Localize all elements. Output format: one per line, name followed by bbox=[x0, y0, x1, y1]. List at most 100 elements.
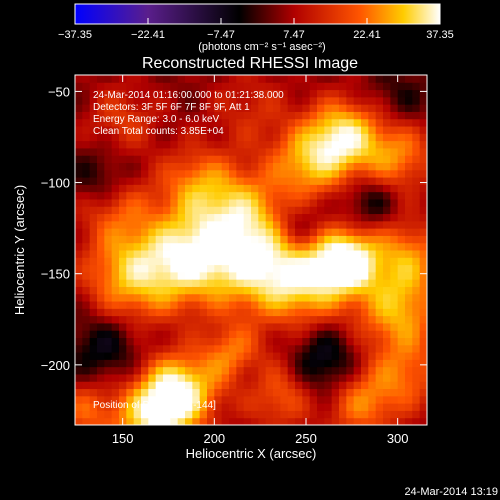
heatmap-cell bbox=[339, 359, 347, 368]
heatmap-cell bbox=[185, 198, 193, 207]
heatmap-cell bbox=[170, 162, 179, 171]
heatmap-cell bbox=[119, 410, 127, 419]
heatmap-cell bbox=[383, 242, 391, 251]
heatmap-cell bbox=[265, 279, 274, 287]
heatmap-cell bbox=[258, 126, 267, 134]
heatmap-cell bbox=[375, 198, 384, 207]
heatmap-cell bbox=[419, 344, 427, 353]
heatmap-cell bbox=[317, 330, 325, 338]
heatmap-cell bbox=[353, 381, 362, 390]
heatmap-cell bbox=[104, 155, 113, 163]
heatmap-cell bbox=[148, 191, 157, 200]
heatmap-cell bbox=[390, 220, 399, 229]
heatmap-cell bbox=[75, 388, 83, 397]
heatmap-cell bbox=[258, 308, 267, 317]
heatmap-cell bbox=[192, 322, 201, 331]
heatmap-cell bbox=[265, 228, 274, 236]
heatmap-cell bbox=[361, 177, 369, 185]
heatmap-cell bbox=[89, 271, 98, 280]
heatmap-cell bbox=[339, 315, 347, 324]
heatmap-cell bbox=[324, 403, 333, 411]
heatmap-cell bbox=[309, 155, 318, 163]
heatmap-cell bbox=[207, 206, 215, 215]
heatmap-cell bbox=[331, 381, 340, 390]
heatmap-cell bbox=[331, 264, 340, 273]
heatmap-cell bbox=[243, 308, 252, 317]
heatmap-cell bbox=[324, 417, 333, 425]
heatmap-cell bbox=[331, 206, 340, 215]
heatmap-cell bbox=[163, 177, 171, 185]
heatmap-cell bbox=[251, 242, 259, 251]
heatmap-cell bbox=[155, 133, 164, 142]
heatmap-cell bbox=[397, 118, 406, 127]
heatmap-cell bbox=[111, 155, 120, 163]
heatmap-cell bbox=[368, 169, 377, 178]
heatmap-cell bbox=[177, 104, 186, 112]
heatmap-cell bbox=[361, 366, 369, 375]
heatmap-cell bbox=[280, 198, 289, 207]
heatmap-cell bbox=[214, 257, 223, 266]
heatmap-cell bbox=[390, 162, 399, 171]
heatmap-cell bbox=[221, 315, 230, 324]
heatmap-cell bbox=[214, 322, 223, 331]
heatmap-cell bbox=[75, 213, 83, 222]
heatmap-cell bbox=[375, 191, 384, 200]
heatmap-cell bbox=[397, 228, 406, 236]
heatmap-cell bbox=[236, 366, 245, 375]
heatmap-cell bbox=[89, 147, 98, 156]
heatmap-cell bbox=[177, 330, 186, 338]
heatmap-cell bbox=[265, 104, 274, 112]
heatmap-cell bbox=[243, 184, 252, 193]
heatmap-cell bbox=[346, 89, 355, 98]
heatmap-cell bbox=[368, 104, 377, 112]
heatmap-cell bbox=[353, 271, 362, 280]
heatmap-cell bbox=[148, 395, 157, 404]
heatmap-cell bbox=[346, 308, 355, 317]
heatmap-cell bbox=[346, 330, 355, 338]
heatmap-cell bbox=[89, 75, 98, 83]
heatmap-cell bbox=[141, 388, 149, 397]
heatmap-cell bbox=[324, 395, 333, 404]
heatmap-cell bbox=[82, 82, 91, 91]
heatmap-cell bbox=[126, 75, 135, 83]
heatmap-cell bbox=[287, 155, 296, 163]
heatmap-cell bbox=[339, 133, 347, 142]
heatmap-cell bbox=[397, 104, 406, 112]
heatmap-cell bbox=[295, 410, 303, 419]
heatmap-cell bbox=[89, 162, 98, 171]
heatmap-cell bbox=[89, 286, 98, 295]
heatmap-cell bbox=[265, 147, 274, 156]
heatmap-cell bbox=[192, 147, 201, 156]
heatmap-cell bbox=[221, 155, 230, 163]
heatmap-cell bbox=[280, 242, 289, 251]
heatmap-cell bbox=[287, 373, 296, 382]
heatmap-cell bbox=[141, 308, 149, 317]
heatmap-cell bbox=[229, 250, 237, 258]
heatmap-cell bbox=[126, 198, 135, 207]
heatmap-cell bbox=[185, 82, 193, 91]
heatmap-cell bbox=[265, 308, 274, 317]
heatmap-cell bbox=[317, 286, 325, 295]
heatmap-cell bbox=[258, 104, 267, 112]
heatmap-cell bbox=[133, 162, 142, 171]
heatmap-cell bbox=[295, 155, 303, 163]
heatmap-cell bbox=[397, 322, 406, 331]
heatmap-cell bbox=[104, 147, 113, 156]
heatmap-cell bbox=[383, 417, 391, 425]
heatmap-cell bbox=[221, 220, 230, 229]
heatmap-cell bbox=[302, 366, 311, 375]
heatmap-cell bbox=[229, 228, 237, 236]
heatmap-cell bbox=[317, 308, 325, 317]
heatmap-cell bbox=[280, 155, 289, 163]
heatmap-cell bbox=[236, 191, 245, 200]
heatmap-cell bbox=[251, 155, 259, 163]
heatmap-cell bbox=[229, 169, 237, 178]
heatmap-cell bbox=[199, 301, 208, 309]
heatmap-cell bbox=[236, 322, 245, 331]
heatmap-cell bbox=[309, 352, 318, 360]
heatmap-cell bbox=[324, 271, 333, 280]
heatmap-cell bbox=[302, 315, 311, 324]
heatmap-cell bbox=[221, 242, 230, 251]
heatmap-cell bbox=[251, 388, 259, 397]
heatmap-cell bbox=[214, 403, 223, 411]
